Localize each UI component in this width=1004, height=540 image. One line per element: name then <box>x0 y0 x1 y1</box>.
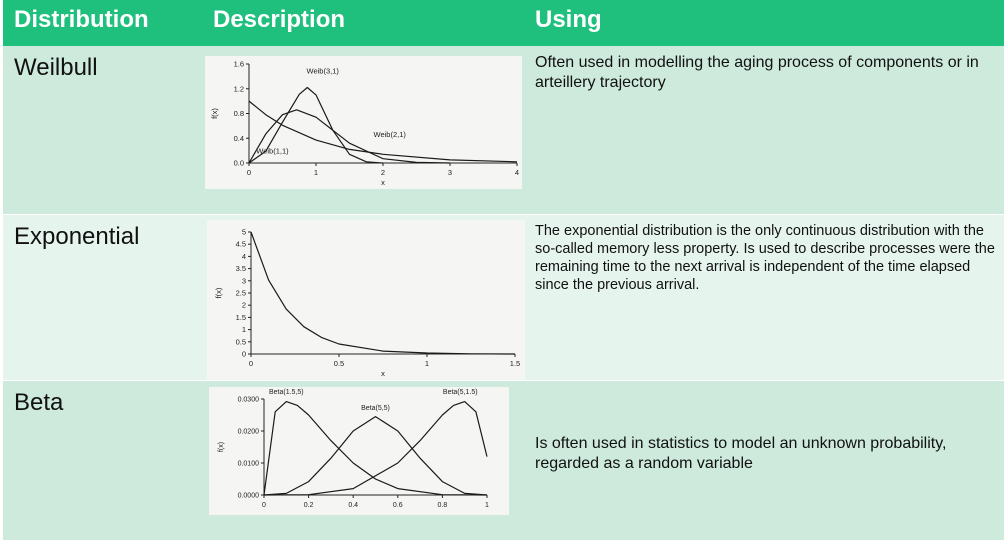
y-tick-label: 0.0200 <box>238 429 260 436</box>
y-tick-label: 3 <box>242 276 246 285</box>
x-tick-label: 3 <box>448 168 452 177</box>
beta-chart: 0.0000 0.0100 0.0200 0.0300 0 0.2 0.4 0.6 0.8 1 f(… <box>218 389 489 509</box>
series-line-exp <box>250 231 516 355</box>
series-line-beta-1-5-5- <box>263 401 488 496</box>
y-tick-label: 1.2 <box>234 84 244 93</box>
series-line-weib-3-1- <box>248 86 384 164</box>
x-tick-label: 0.4 <box>348 502 358 509</box>
y-tick-label: 0.0100 <box>238 461 260 468</box>
y-tick-label: 1 <box>242 325 246 334</box>
weibull-chart: 0.0 0.4 0.8 1.2 1.6 0 1 2 3 4 x f(x) Weib(3,1) Weib(2… <box>210 60 519 188</box>
y-tick-label: 2 <box>242 301 246 310</box>
x-tick-label: 1 <box>425 359 429 368</box>
distribution-name: Weilbull <box>14 54 98 81</box>
y-tick-label: 0.8 <box>234 109 244 118</box>
y-axis-label: f(x) <box>210 108 219 119</box>
y-tick-label: 0.0 <box>234 159 244 168</box>
x-tick-label: 0.5 <box>334 359 344 368</box>
y-tick-label: 0.4 <box>234 134 244 143</box>
weibull-plot: 0.0 0.4 0.8 1.2 1.6 0 1 2 3 4 x f(x) Weib(3,1) Weib(2… <box>205 56 522 189</box>
exponential-plot: 0 0.5 1 1.5 2 2.5 3 3.5 4 4.5 5 0 0.5 1 1.5 x f(x) <box>207 220 525 380</box>
series-label: Weib(1,1) <box>256 147 289 156</box>
x-tick-label: 1.5 <box>510 359 520 368</box>
distribution-name: Exponential <box>14 223 140 250</box>
x-tick-label: 0 <box>247 168 251 177</box>
using-text: The exponential distribution is the only… <box>535 223 995 293</box>
y-axis-label: f(x) <box>214 287 223 298</box>
using-text: Often used in modelling the aging proces… <box>535 54 979 91</box>
y-tick-label: 2.5 <box>236 289 246 298</box>
using-text: Is often used in statistics to model an … <box>535 435 947 472</box>
table-row-weibull: Weilbull 0.0 0.4 0.8 1.2 1.6 0 1 2 3 4 x f(x) Weib(3… <box>3 46 1004 214</box>
series-line-weib-2-1- <box>248 109 451 164</box>
x-tick-label: 0.2 <box>304 502 314 509</box>
series-line-beta-5-1-5- <box>263 401 488 496</box>
y-tick-label: 1.6 <box>234 60 244 69</box>
series-label: Beta(1.5,5) <box>269 389 304 396</box>
y-tick-label: 5 <box>242 228 246 237</box>
y-tick-label: 3.5 <box>236 264 246 273</box>
table-row-exponential: Exponential 0 0.5 1 1.5 2 2.5 3 3.5 4 4.5 5 0 0.5 1 1.… <box>3 215 1004 380</box>
x-tick-label: 1 <box>485 502 489 509</box>
series-label: Weib(3,1) <box>307 66 340 75</box>
series-label: Weib(2,1) <box>374 130 407 139</box>
x-axis-label: x <box>381 178 385 187</box>
y-tick-label: 0 <box>242 350 246 359</box>
exponential-chart: 0 0.5 1 1.5 2 2.5 3 3.5 4 4.5 5 0 0.5 1 1.5 x f(x) <box>214 228 520 379</box>
y-tick-label: 0.0000 <box>238 493 260 500</box>
y-tick-label: 0.0300 <box>238 397 260 404</box>
y-tick-label: 4.5 <box>236 240 246 249</box>
beta-plot: 0.0000 0.0100 0.0200 0.0300 0 0.2 0.4 0.6 0.8 1 f(… <box>209 387 509 515</box>
x-tick-label: 0 <box>262 502 266 509</box>
table-header: Distribution Description Using <box>3 0 1004 46</box>
header-distribution: Distribution <box>14 6 149 33</box>
header-description: Description <box>213 6 346 33</box>
y-tick-label: 1.5 <box>236 313 246 322</box>
x-tick-label: 4 <box>515 168 519 177</box>
table-row-beta: Beta 0.0000 0.0100 0.0200 0.0300 0 0.2 0.4 0.6 0… <box>3 381 1004 540</box>
y-tick-label: 4 <box>242 252 246 261</box>
x-tick-label: 2 <box>381 168 385 177</box>
series-label: Beta(5,5) <box>361 405 390 412</box>
series-label: Beta(5,1.5) <box>443 389 478 396</box>
x-tick-label: 1 <box>314 168 318 177</box>
series-line-weib-1-1- <box>248 100 518 163</box>
distribution-name: Beta <box>14 389 64 416</box>
distribution-table: Distribution Description Using Weilbull … <box>3 0 1004 540</box>
x-tick-label: 0.6 <box>393 502 403 509</box>
y-tick-label: 0.5 <box>236 337 246 346</box>
y-axis-label: f(x) <box>218 442 225 452</box>
x-tick-label: 0 <box>249 359 253 368</box>
x-axis-label: x <box>381 369 385 378</box>
x-tick-label: 0.8 <box>438 502 448 509</box>
header-using: Using <box>535 6 602 33</box>
series-line-beta-5-5- <box>263 416 488 496</box>
